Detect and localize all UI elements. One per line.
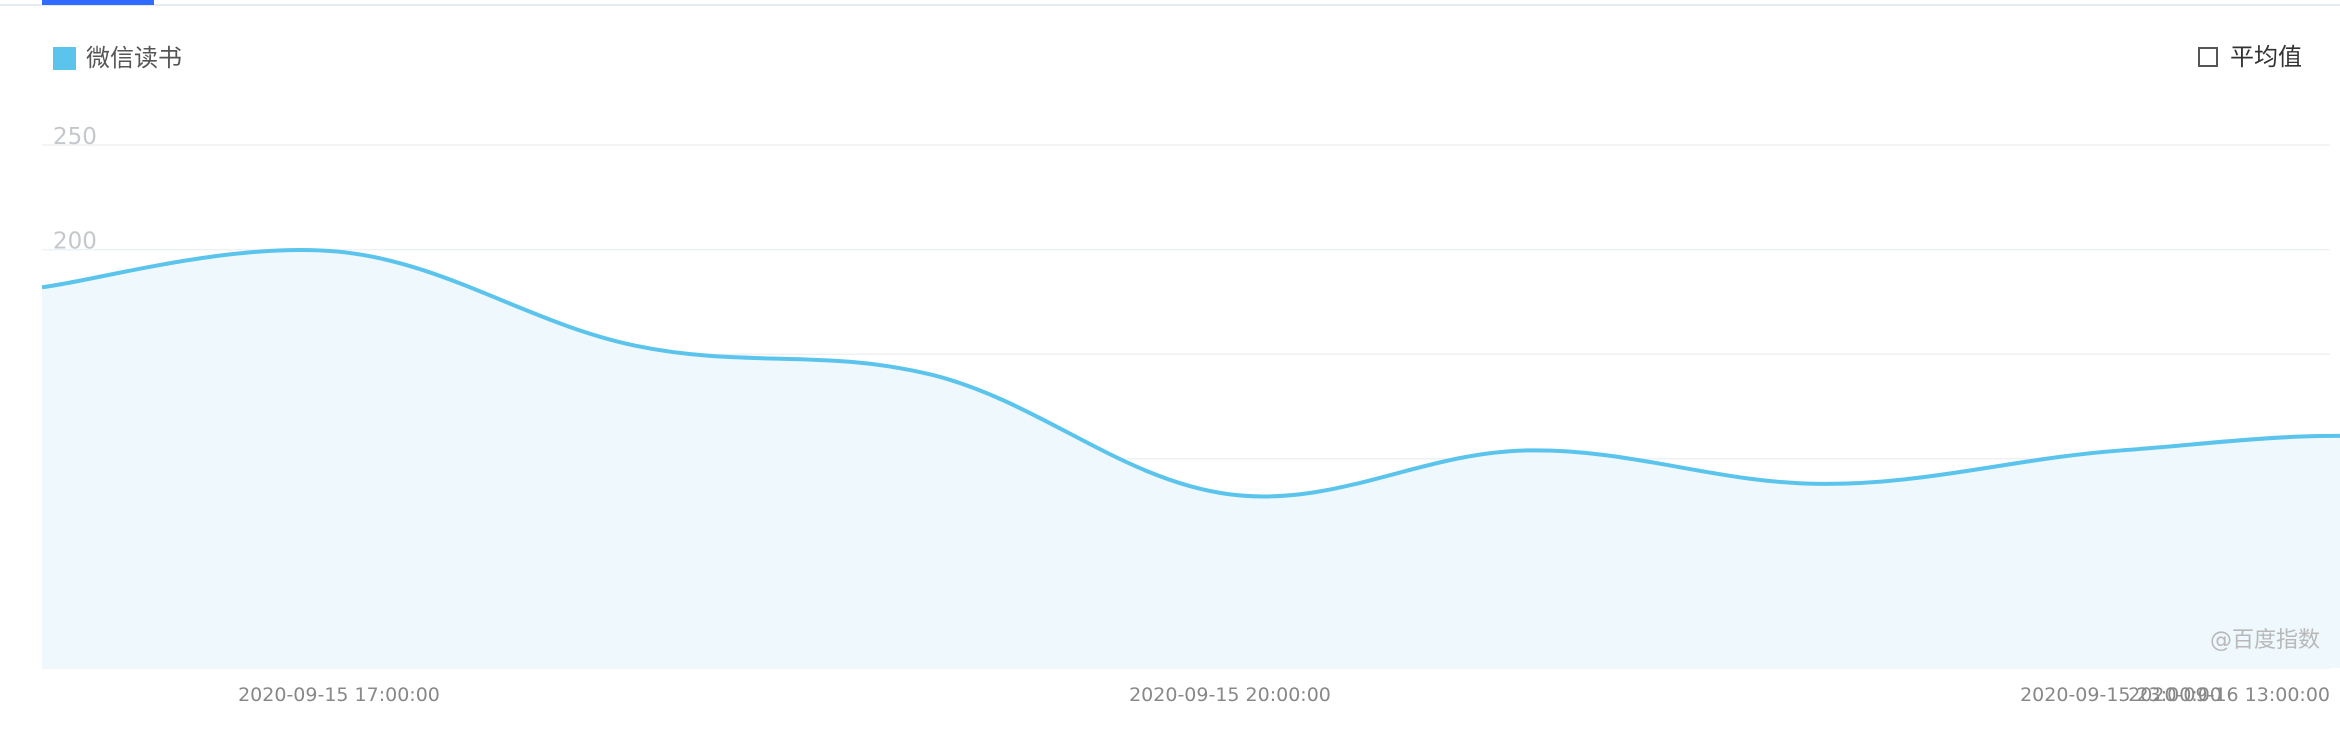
data-point [930,372,936,378]
watermark-text: @百度指数 [2209,628,2320,653]
tab-underline-rule [0,4,2340,6]
x-tick-label: 2020-09-16 13:00:00 [2128,684,2330,706]
x-axis-ticks: 2020-09-15 17:00:00 2020-09-15 20:00:00 20… [238,684,2330,706]
legend-swatch [53,46,76,70]
y-tick-label: 200 [53,229,97,255]
data-point [39,284,45,290]
x-tick-label: 2020-09-15 23:00:00 [2020,684,2222,706]
data-point [336,249,342,255]
data-point [2118,447,2124,453]
legend-item[interactable]: 微信读书 [53,43,182,73]
y-tick-label: 250 [53,124,97,150]
average-toggle[interactable]: 平均值 [2198,42,2302,72]
legend-label: 微信读书 [86,44,182,72]
data-point [1227,491,1233,497]
x-tick-label: 2020-09-15 17:00:00 [238,684,440,706]
data-point [633,343,639,349]
series-line [41,247,2340,499]
average-checkbox[interactable] [2198,47,2218,67]
series-area [42,249,2340,668]
average-label: 平均值 [2230,43,2302,71]
data-point [1524,447,1530,453]
data-point [1821,481,1827,487]
x-tick-label: 2020-09-15 20:00:00 [1129,684,1331,706]
active-tab-indicator[interactable] [42,0,154,5]
